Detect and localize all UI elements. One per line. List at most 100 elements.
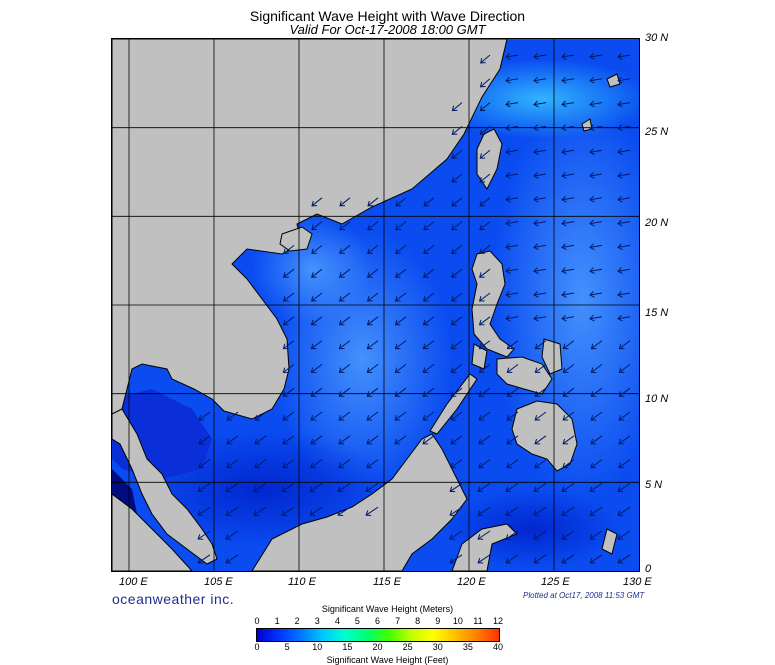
wave-arrow-head (450, 343, 457, 350)
wave-arrow-shaft (449, 482, 463, 492)
wave-arrow-head (310, 367, 317, 373)
wave-arrow-head (225, 534, 232, 540)
wave-arrow-head (505, 76, 511, 84)
wave-arrow-shaft (561, 102, 575, 106)
wave-arrow-head (395, 248, 401, 254)
wave-arrow-shaft (450, 459, 463, 469)
wave-arrow-shaft (197, 506, 211, 516)
lon-label: 120 E (457, 576, 486, 588)
wave-arrow-shaft (505, 292, 519, 296)
wave-arrow-head (338, 438, 345, 445)
wave-arrow-shaft (561, 54, 575, 58)
wave-arrow-shaft (365, 482, 379, 492)
wave-arrow-shaft (505, 221, 519, 225)
wave-arrow-head (198, 462, 205, 469)
wave-arrow-shaft (533, 554, 547, 564)
wave-arrow-shaft (563, 364, 575, 373)
wave-arrow-head (339, 200, 346, 207)
wave-arrow-head (589, 53, 595, 60)
wave-arrow-head (310, 415, 317, 421)
wave-arrow-head (534, 438, 541, 445)
wave-arrow-head (366, 343, 373, 350)
wave-arrow-shaft (339, 340, 351, 349)
wave-arrow-shaft (339, 364, 351, 373)
wave-arrow-shaft (617, 102, 631, 106)
wave-arrow-shaft (366, 411, 379, 421)
wave-arrow-head (423, 200, 430, 207)
wave-arrow-shaft (617, 54, 631, 58)
wave-arrow-shaft (282, 459, 295, 469)
wave-arrow-shaft (589, 173, 603, 177)
wave-arrow-shaft (366, 459, 379, 469)
wave-arrow-shaft (589, 197, 603, 201)
wave-arrow-shaft (480, 78, 491, 88)
colorbar-title-meters: Significant Wave Height (Meters) (321, 604, 454, 614)
colorbar-meter-tick: 7 (395, 616, 401, 626)
wave-arrow-shaft (367, 364, 379, 373)
wave-arrow-shaft (533, 125, 547, 129)
wave-arrow-shaft (561, 268, 575, 272)
wave-arrow-shaft (478, 411, 491, 421)
wave-arrow-shaft (479, 316, 491, 326)
wave-arrow-head (394, 367, 401, 373)
wave-arrow-shaft (395, 268, 407, 278)
wave-arrow-head (394, 391, 401, 397)
wave-arrow-shaft (589, 78, 603, 82)
land-sulawesi (451, 523, 518, 571)
wave-arrow-shaft (505, 554, 519, 564)
land-ryukyu-1 (606, 73, 621, 88)
wave-arrow-head (534, 391, 541, 397)
land-taiwan (476, 128, 503, 190)
landmasses (112, 39, 621, 571)
wave-arrow-shaft (589, 530, 603, 540)
wave-arrow-head (477, 534, 484, 540)
wave-arrow-shaft (338, 411, 351, 421)
wave-arrow-shaft (337, 482, 351, 492)
wave-arrow-shaft (506, 435, 519, 445)
wave-arrow-head (339, 272, 345, 278)
sea-shade-east-light (492, 99, 639, 499)
wave-arrow-shaft (338, 435, 351, 445)
wave-arrow-head (478, 391, 485, 397)
wave-arrow-shaft (589, 554, 603, 564)
colorbar-meter-tick: 1 (274, 616, 280, 626)
wave-arrow-head (533, 486, 540, 493)
wave-arrow-shaft (479, 292, 491, 302)
wave-arrow-shaft (478, 459, 491, 469)
wave-arrow-shaft (589, 54, 603, 58)
wave-arrow-head (422, 415, 429, 421)
wave-arrow-shaft (395, 245, 407, 254)
wave-arrow-shaft (589, 268, 603, 272)
wave-arrow-shaft (309, 482, 323, 492)
wave-arrow-head (422, 296, 429, 302)
wave-arrow-shaft (283, 245, 295, 254)
wave-height-map[interactable] (111, 38, 640, 572)
wave-arrow-head (451, 248, 457, 254)
wave-arrow-head (366, 462, 373, 469)
lon-label: 105 E (204, 576, 233, 588)
wave-arrow-head (339, 224, 345, 231)
wave-arrow-shaft (339, 245, 351, 254)
wave-arrow-head (226, 415, 233, 421)
wave-arrow-head (617, 243, 623, 251)
wave-arrow-shaft (477, 506, 491, 516)
wave-arrow-shaft (450, 387, 463, 397)
wave-arrow-head (282, 438, 289, 445)
wave-arrow-shaft (505, 530, 519, 540)
wave-arrow-shaft (533, 221, 547, 225)
wave-arrow-shaft (505, 482, 519, 492)
wave-arrow-shaft (617, 125, 631, 129)
lat-label: 25 N (645, 126, 669, 138)
wave-arrow-head (310, 296, 317, 302)
wave-arrow-head (617, 219, 623, 227)
wave-arrow-shaft (617, 197, 631, 201)
wave-arrow-shaft (310, 435, 323, 445)
wave-arrow-shaft (618, 435, 631, 445)
wave-arrow-shaft (562, 411, 575, 421)
wave-arrow-shaft (480, 126, 491, 135)
wave-arrow-head (309, 486, 316, 493)
land-malay-peninsula (112, 408, 218, 565)
wave-arrow-shaft (311, 364, 323, 373)
wave-arrow-head (479, 200, 486, 207)
wave-arrow-shaft (507, 340, 519, 349)
